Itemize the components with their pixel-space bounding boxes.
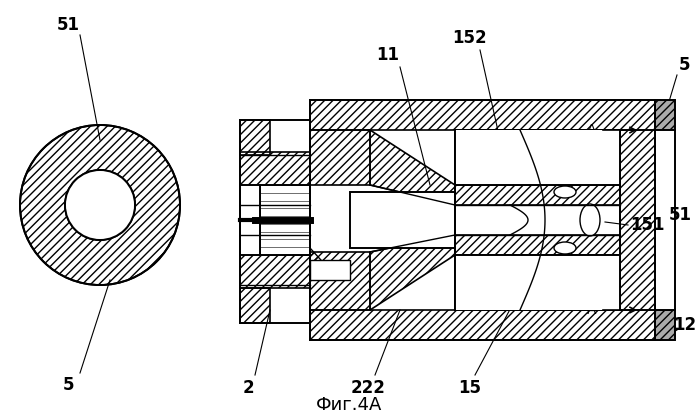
Bar xyxy=(455,130,620,185)
Bar xyxy=(655,310,675,340)
Text: 11: 11 xyxy=(377,46,400,64)
Text: 152: 152 xyxy=(453,29,487,47)
Bar xyxy=(260,185,310,255)
Bar xyxy=(455,235,620,255)
Bar xyxy=(310,100,660,130)
Text: 151: 151 xyxy=(630,216,665,234)
Text: A: A xyxy=(586,123,596,137)
Text: Фиг.4A: Фиг.4A xyxy=(316,396,382,414)
Bar xyxy=(455,185,620,205)
Bar xyxy=(240,120,270,155)
Text: 5: 5 xyxy=(62,376,74,394)
Text: 5: 5 xyxy=(679,56,691,74)
Ellipse shape xyxy=(554,186,576,198)
Text: 51: 51 xyxy=(57,16,80,34)
Bar xyxy=(310,252,370,310)
Circle shape xyxy=(65,170,135,240)
Bar xyxy=(240,288,270,323)
Ellipse shape xyxy=(554,242,576,254)
Bar xyxy=(240,152,310,192)
Bar xyxy=(310,310,660,340)
Text: 222: 222 xyxy=(351,379,385,397)
Ellipse shape xyxy=(580,204,600,236)
Text: 51: 51 xyxy=(668,206,691,224)
Bar xyxy=(240,185,260,255)
Bar xyxy=(620,130,660,310)
Text: A: A xyxy=(586,303,596,317)
Text: 15: 15 xyxy=(459,379,482,397)
Text: 12: 12 xyxy=(673,316,697,334)
Bar xyxy=(350,192,455,248)
Bar xyxy=(310,260,350,280)
Text: 2: 2 xyxy=(242,379,254,397)
Bar xyxy=(455,255,620,310)
Bar xyxy=(655,100,675,130)
Bar xyxy=(240,248,310,288)
Bar xyxy=(310,130,370,185)
Bar xyxy=(455,130,620,310)
Bar xyxy=(655,130,675,310)
